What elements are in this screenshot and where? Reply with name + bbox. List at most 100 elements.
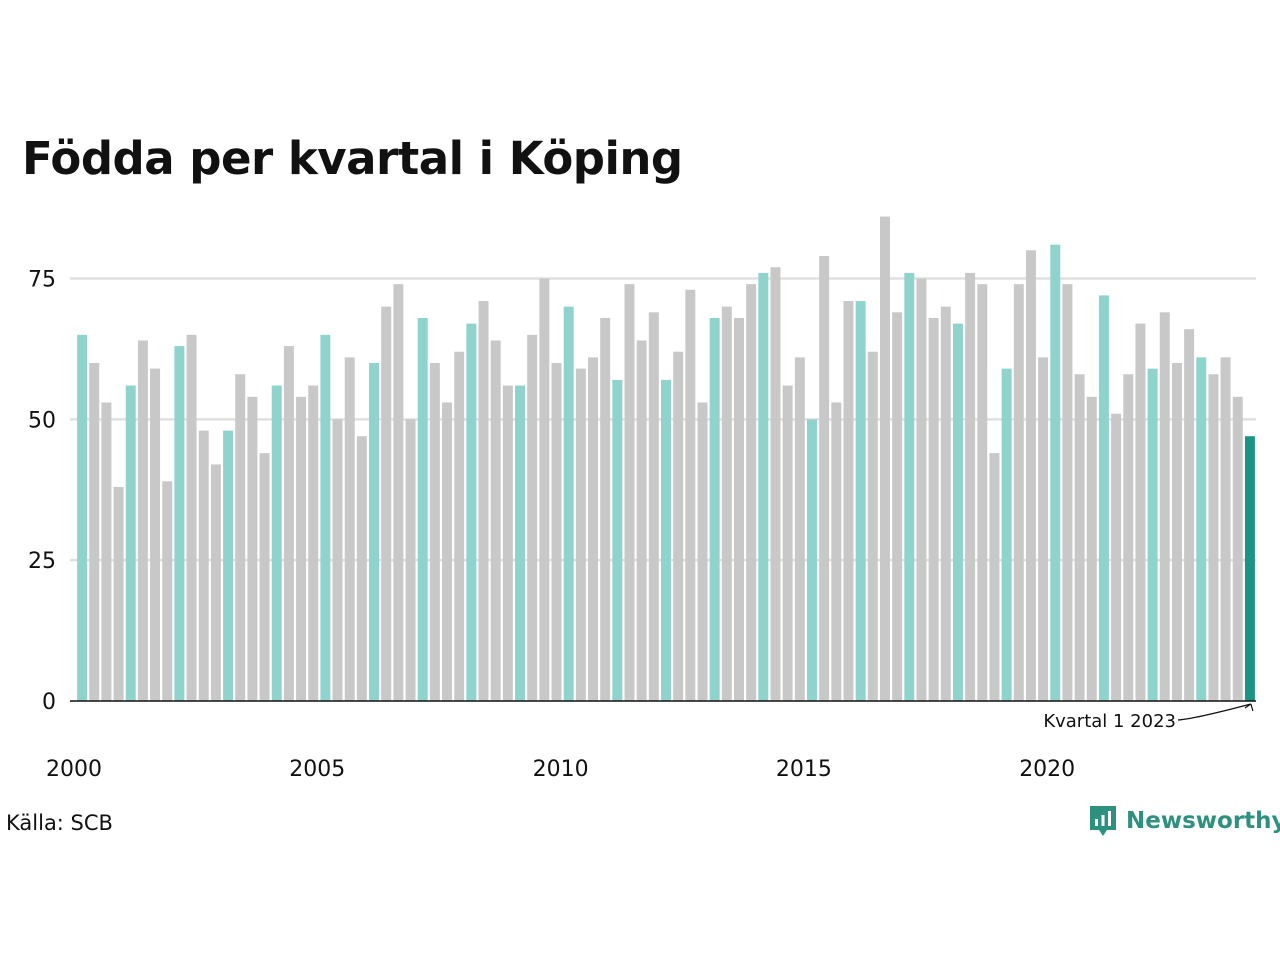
- bar: [405, 419, 416, 701]
- bar: [502, 385, 513, 701]
- bar: [1098, 295, 1109, 701]
- x-tick-label: 2015: [776, 757, 832, 782]
- bar: [466, 323, 477, 701]
- bar: [782, 385, 793, 701]
- bar: [515, 385, 526, 701]
- x-tick-label: 2005: [289, 757, 345, 782]
- bar: [673, 351, 684, 701]
- y-tick-label: 25: [28, 549, 56, 574]
- bar: [612, 379, 623, 701]
- bar: [271, 385, 282, 701]
- x-axis-ticks: 2000 2005 2010 2015 2020: [46, 757, 1075, 782]
- bar: [770, 267, 781, 701]
- bar: [417, 317, 428, 701]
- bar: [867, 351, 878, 701]
- bar: [1159, 312, 1170, 701]
- bar: [892, 312, 903, 701]
- bar: [174, 346, 185, 701]
- bar: [247, 396, 258, 701]
- bar: [1147, 368, 1158, 701]
- bar: [186, 334, 197, 701]
- x-tick-label: 2020: [1019, 757, 1075, 782]
- bar: [588, 357, 598, 701]
- newsworthy-logo-icon: [1090, 806, 1116, 836]
- bar: [734, 317, 744, 701]
- bar: [308, 385, 319, 701]
- bar: [490, 340, 501, 701]
- bar: [831, 402, 842, 701]
- bar: [940, 306, 951, 701]
- bar: [1220, 357, 1231, 701]
- bar: [636, 340, 647, 701]
- y-axis-ticks: 0 25 50 75: [28, 268, 56, 716]
- bar: [819, 255, 830, 701]
- bar: [1232, 396, 1243, 701]
- bar: [855, 301, 866, 701]
- bar: [1025, 250, 1036, 702]
- bar: [320, 334, 331, 701]
- bar: [879, 216, 890, 702]
- bar: [332, 419, 343, 701]
- bar: [1208, 374, 1219, 701]
- x-tick-label: 2010: [533, 757, 589, 782]
- bar: [952, 323, 963, 701]
- bar: [661, 379, 671, 701]
- bar: [989, 453, 1000, 701]
- bar: [794, 357, 805, 701]
- bar: [283, 346, 294, 701]
- bar: [1135, 323, 1146, 701]
- bar: [1123, 374, 1134, 701]
- bar: [928, 317, 939, 701]
- bar: [150, 368, 161, 701]
- bar: [1062, 284, 1073, 701]
- bar: [210, 464, 221, 701]
- bar: [259, 453, 270, 701]
- bar: [551, 363, 562, 701]
- bar: [624, 284, 635, 701]
- bar: [381, 306, 392, 701]
- bar: [1086, 396, 1097, 701]
- bar: [1013, 284, 1024, 701]
- bar: [904, 272, 915, 701]
- annotation-label: Kvartal 1 2023: [1043, 711, 1176, 732]
- bar: [454, 351, 465, 701]
- bar: [843, 301, 854, 701]
- bar: [125, 385, 136, 701]
- bar: [539, 278, 550, 701]
- chart-title: Födda per kvartal i Köping: [22, 132, 683, 185]
- bar: [89, 363, 100, 701]
- brand-name: Newsworthy: [1126, 808, 1280, 834]
- bar: [162, 481, 173, 701]
- bar: [77, 334, 88, 701]
- bar: [1111, 413, 1122, 701]
- bar: [356, 436, 367, 701]
- bar: [1050, 244, 1061, 701]
- bar: [369, 363, 380, 701]
- bars: [77, 216, 1255, 702]
- bar: [758, 272, 769, 701]
- y-tick-label: 0: [42, 690, 56, 715]
- bar: [429, 363, 440, 701]
- bar: [697, 402, 708, 701]
- source-note: Källa: SCB: [6, 811, 113, 835]
- bar: [600, 317, 611, 701]
- bar: [344, 357, 355, 701]
- y-tick-label: 75: [28, 268, 56, 293]
- bar: [1001, 368, 1012, 701]
- bar: [709, 317, 720, 701]
- bar: [721, 306, 732, 701]
- bar: [1184, 329, 1195, 701]
- bar: [235, 374, 246, 701]
- bar: [575, 368, 586, 701]
- x-tick-label: 2000: [46, 757, 102, 782]
- bar: [527, 334, 538, 701]
- bar: [1171, 363, 1182, 701]
- bar: [648, 312, 659, 701]
- bar: [977, 284, 988, 701]
- bar: [685, 289, 696, 701]
- bar: [746, 284, 757, 701]
- annotation: Kvartal 1 2023: [1043, 703, 1254, 732]
- bar: [1074, 374, 1085, 701]
- bar: [113, 486, 124, 701]
